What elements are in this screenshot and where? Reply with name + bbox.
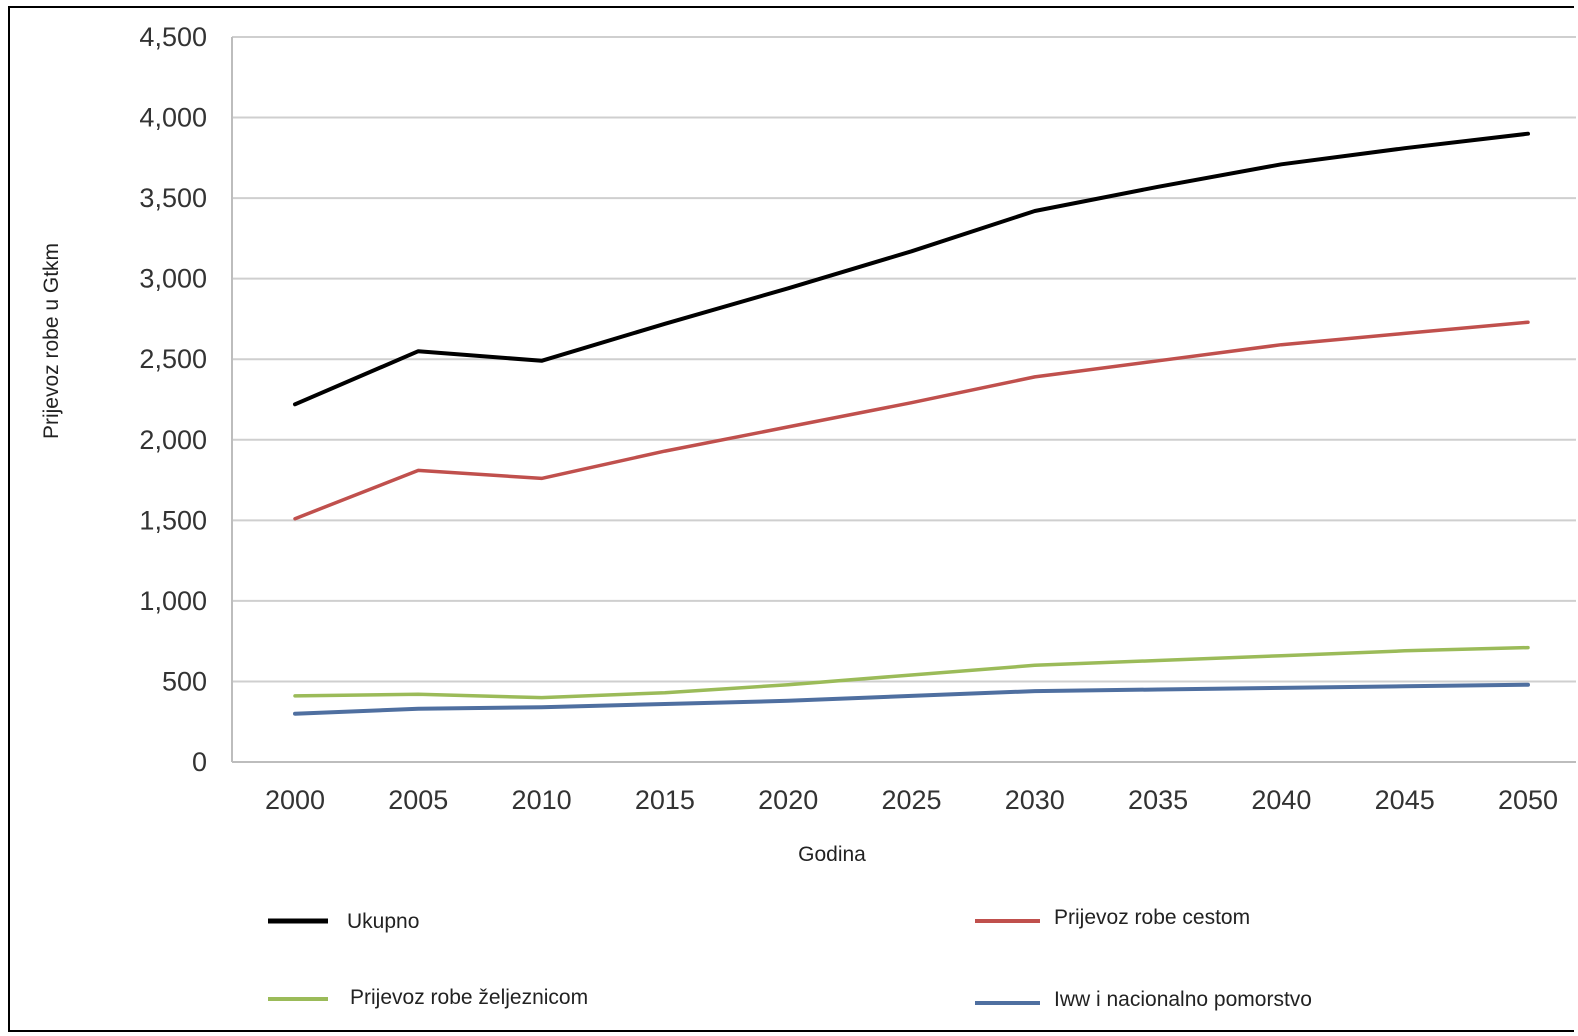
legend-item: Prijevoz robe cestom: [975, 906, 1250, 929]
y-tick-labels: 0 500 1,000 1,500 2,000 2,500 3,000 3,500 4,000 4…: [139, 22, 207, 777]
x-tick-label: 2020: [758, 785, 818, 815]
y-tick-label: 500: [162, 666, 207, 696]
y-tick-label: 2,000: [139, 425, 207, 455]
x-tick-label: 2045: [1375, 785, 1435, 815]
y-tick-label: 3,500: [139, 183, 207, 213]
x-tick-label: 2005: [388, 785, 448, 815]
x-axis-title: Godina: [798, 843, 866, 866]
y-tick-label: 4,500: [139, 22, 207, 52]
x-tick-label: 2035: [1128, 785, 1188, 815]
series-line-3: [293, 645, 1530, 700]
x-tick-labels: 2000 2005 2010 2015 2020 2025 2030 2035 2040 2045…: [265, 785, 1558, 815]
x-tick-label: 2000: [265, 785, 325, 815]
legend-item: Ukupno: [268, 910, 419, 933]
legend-label: Ukupno: [347, 910, 419, 933]
x-tick-label: 2030: [1005, 785, 1065, 815]
gridlines: [232, 36, 1576, 763]
y-tick-label: 3,000: [139, 264, 207, 294]
x-tick-label: 2010: [512, 785, 572, 815]
series-line-4: [293, 682, 1530, 716]
legend-item: Prijevoz robe željeznicom: [268, 986, 588, 1009]
line-chart: 0 500 1,000 1,500 2,000 2,500 3,000 3,500 4,000 4…: [40, 22, 1576, 1011]
y-tick-label: 2,500: [139, 344, 207, 374]
x-tick-label: 2025: [881, 785, 941, 815]
legend-item: Iww i nacionalno pomorstvo: [975, 988, 1312, 1011]
y-tick-label: 4,000: [139, 103, 207, 133]
y-tick-label: 1,500: [139, 505, 207, 535]
axes: [231, 37, 1576, 763]
legend-label: Prijevoz robe cestom: [1054, 906, 1250, 929]
chart-frame: 0 500 1,000 1,500 2,000 2,500 3,000 3,500 4,000 4…: [8, 6, 1576, 1032]
y-axis-title: Prijevoz robe u Gtkm: [40, 243, 63, 439]
legend-label: Iww i nacionalno pomorstvo: [1054, 988, 1312, 1011]
y-tick-label: 0: [192, 747, 207, 777]
x-tick-label: 2015: [635, 785, 695, 815]
series-line-1: [293, 131, 1530, 407]
legend: Ukupno Prijevoz robe cestom Prijevoz robe …: [268, 906, 1312, 1011]
series-lines: [293, 131, 1530, 716]
legend-label: Prijevoz robe željeznicom: [350, 986, 588, 1009]
y-tick-label: 1,000: [139, 586, 207, 616]
x-tick-label: 2040: [1251, 785, 1311, 815]
x-tick-label: 2050: [1498, 785, 1558, 815]
series-line-2: [293, 320, 1530, 521]
